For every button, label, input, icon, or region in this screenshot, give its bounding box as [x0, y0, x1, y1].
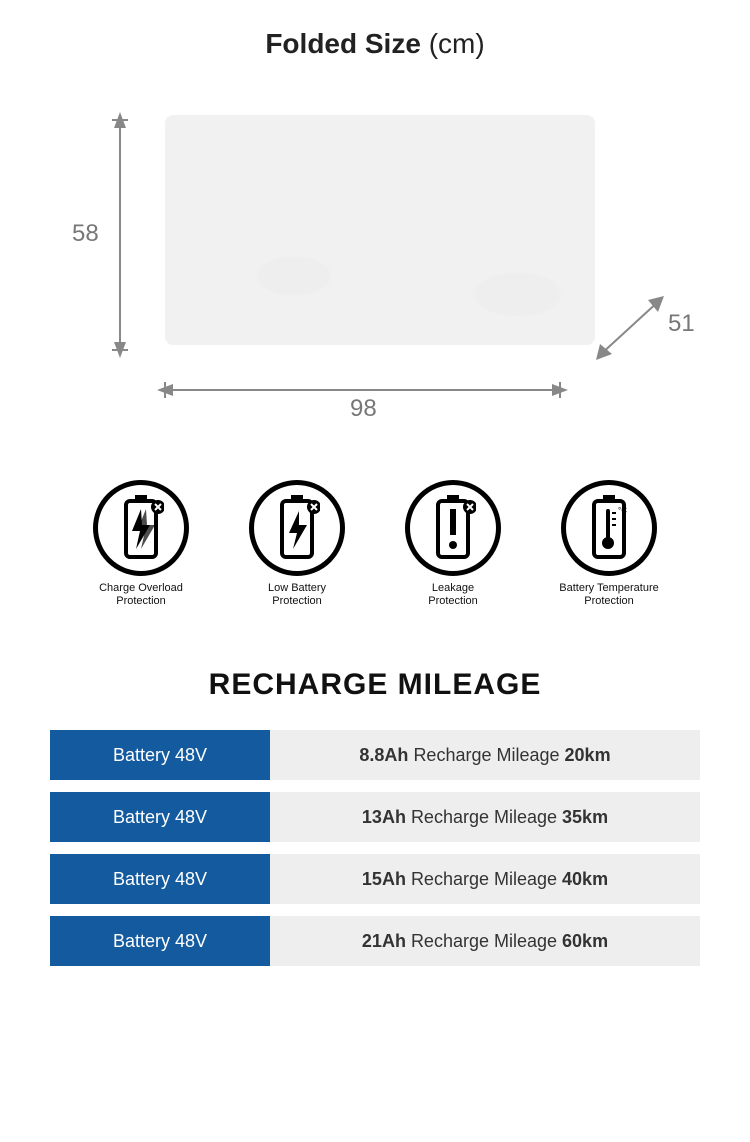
- battery-low-icon: [249, 480, 345, 576]
- mileage-label: Recharge Mileage: [411, 931, 557, 952]
- table-row: Battery 48V 8.8Ah Recharge Mileage 20km: [50, 730, 700, 780]
- feature-row: Charge Overload Protection Low Battery P…: [0, 480, 750, 608]
- mileage-cell: 13Ah Recharge Mileage 35km: [270, 792, 700, 842]
- battery-overload-icon: [93, 480, 189, 576]
- mileage-title: RECHARGE MILEAGE: [0, 668, 750, 702]
- dim-depth-label: 51: [668, 310, 695, 338]
- svg-text:°C: °C: [618, 506, 627, 515]
- mileage-cell: 15Ah Recharge Mileage 40km: [270, 854, 700, 904]
- page-title: Folded Size (cm): [0, 0, 750, 60]
- battery-cell: Battery 48V: [50, 792, 270, 842]
- feature-label: Charge Overload Protection: [99, 582, 183, 608]
- mileage-label: Recharge Mileage: [413, 745, 559, 766]
- battery-cell: Battery 48V: [50, 916, 270, 966]
- mileage-label: Recharge Mileage: [411, 807, 557, 828]
- mileage-cell: 21Ah Recharge Mileage 60km: [270, 916, 700, 966]
- ah-value: 21Ah: [362, 931, 406, 952]
- dim-height-label: 58: [72, 220, 99, 248]
- km-value: 20km: [565, 745, 611, 766]
- km-value: 40km: [562, 869, 608, 890]
- battery-cell: Battery 48V: [50, 854, 270, 904]
- dimension-diagram: 58 98 51: [0, 90, 750, 440]
- battery-cell: Battery 48V: [50, 730, 270, 780]
- ah-value: 13Ah: [362, 807, 406, 828]
- dim-width-label: 98: [350, 395, 377, 423]
- feature-leakage: Leakage Protection: [393, 480, 513, 608]
- feature-lowbatt: Low Battery Protection: [237, 480, 357, 608]
- table-row: Battery 48V 21Ah Recharge Mileage 60km: [50, 916, 700, 966]
- mileage-label: Recharge Mileage: [411, 869, 557, 890]
- feature-label: Low Battery Protection: [268, 582, 326, 608]
- ah-value: 15Ah: [362, 869, 406, 890]
- mileage-cell: 8.8Ah Recharge Mileage 20km: [270, 730, 700, 780]
- battery-leakage-icon: [405, 480, 501, 576]
- feature-label: Battery Temperature Protection: [559, 582, 658, 608]
- battery-temperature-icon: °C: [561, 480, 657, 576]
- title-unit: (cm): [429, 28, 485, 59]
- table-row: Battery 48V 15Ah Recharge Mileage 40km: [50, 854, 700, 904]
- feature-label: Leakage Protection: [428, 582, 478, 608]
- dimension-lines: [0, 90, 750, 440]
- title-bold: Folded Size: [265, 28, 421, 59]
- feature-temperature: °C Battery Temperature Protection: [549, 480, 669, 608]
- feature-overload: Charge Overload Protection: [81, 480, 201, 608]
- mileage-table: Battery 48V 8.8Ah Recharge Mileage 20km …: [50, 730, 700, 966]
- table-row: Battery 48V 13Ah Recharge Mileage 35km: [50, 792, 700, 842]
- ah-value: 8.8Ah: [359, 745, 408, 766]
- km-value: 60km: [562, 931, 608, 952]
- km-value: 35km: [562, 807, 608, 828]
